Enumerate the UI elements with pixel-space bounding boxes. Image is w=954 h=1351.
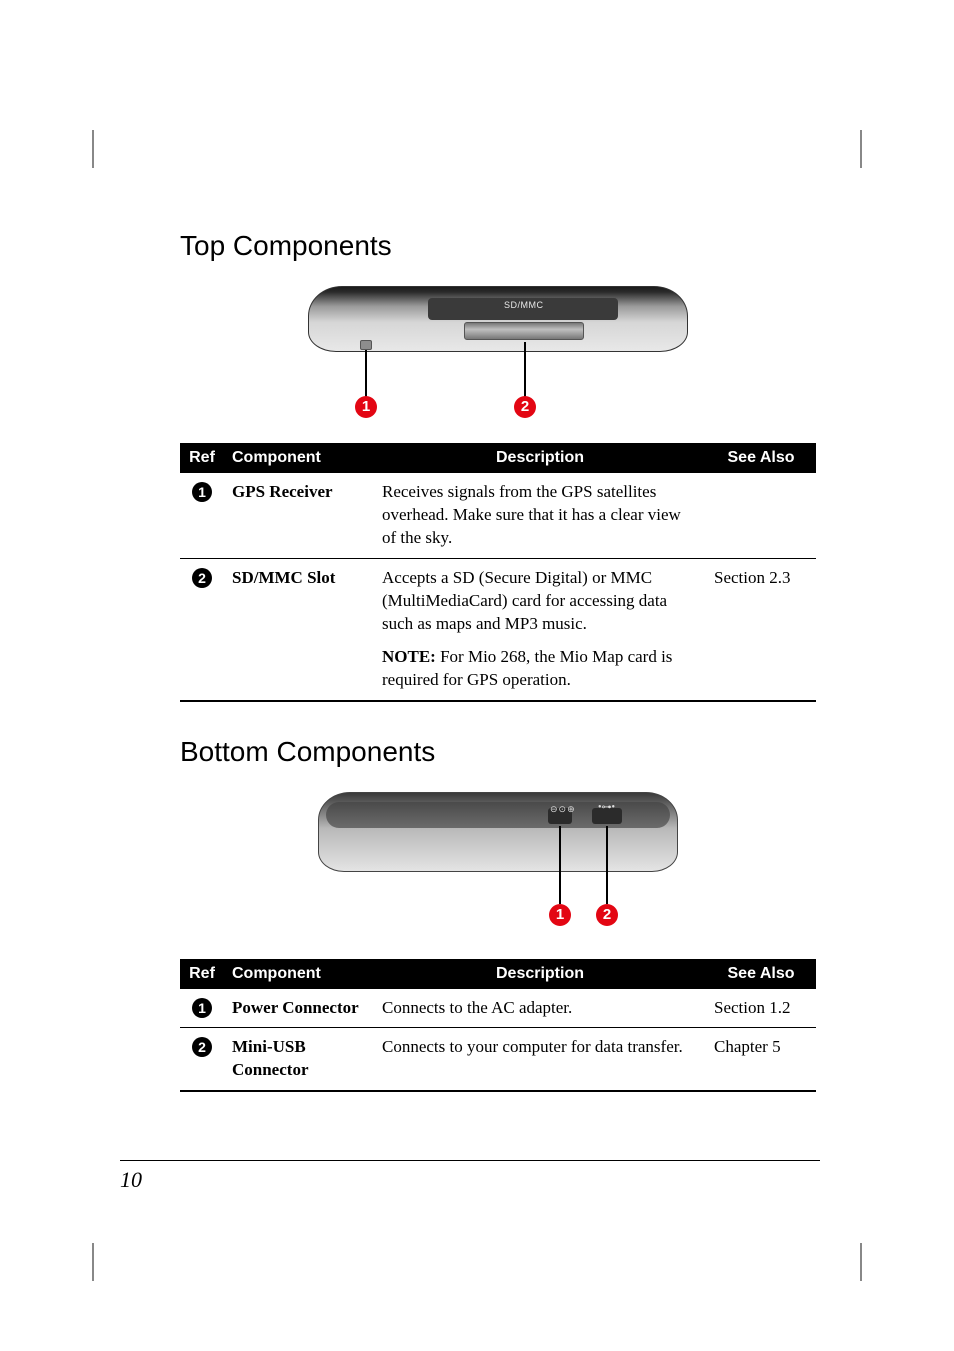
callout-badge-2: 2 — [514, 396, 536, 418]
th-ref: Ref — [180, 959, 224, 989]
callout-line — [365, 350, 367, 398]
table-row: 2 SD/MMC Slot Accepts a SD (Secure Digit… — [180, 558, 816, 700]
callout-line — [606, 826, 608, 904]
crop-mark — [92, 130, 94, 168]
section-title-bottom: Bottom Components — [180, 736, 816, 768]
row-component: Power Connector — [224, 989, 374, 1028]
usb-port-icon: •⊶• — [598, 802, 615, 813]
row-ref-badge: 2 — [192, 568, 212, 588]
row-ref-badge: 1 — [192, 482, 212, 502]
th-component: Component — [224, 959, 374, 989]
callout-line — [559, 826, 561, 904]
page-footer: 10 — [120, 1160, 820, 1193]
callout-badge-1: 1 — [549, 904, 571, 926]
row-description: Accepts a SD (Secure Digital) or MMC (Mu… — [374, 558, 706, 700]
gps-nub-graphic — [360, 340, 372, 350]
sd-mmc-label: SD/MMC — [504, 300, 544, 310]
table-row: 2 Mini-USB Connector Connects to your co… — [180, 1028, 816, 1091]
page-number: 10 — [120, 1167, 142, 1192]
th-description: Description — [374, 959, 706, 989]
row-description: Connects to your computer for data trans… — [374, 1028, 706, 1091]
row-see-also — [706, 473, 816, 558]
th-ref: Ref — [180, 443, 224, 473]
row-ref-badge: 2 — [192, 1037, 212, 1057]
bottom-device-figure: ⊖⊙⊕ •⊶• 1 2 — [180, 786, 816, 941]
th-component: Component — [224, 443, 374, 473]
row-desc-note: NOTE: For Mio 268, the Mio Map card is r… — [382, 646, 698, 692]
th-description: Description — [374, 443, 706, 473]
callout-badge-2: 2 — [596, 904, 618, 926]
top-components-table: Ref Component Description See Also 1 GPS… — [180, 443, 816, 702]
power-port-dots: ⊖⊙⊕ — [550, 804, 576, 815]
crop-mark — [860, 1243, 862, 1281]
table-row: 1 GPS Receiver Receives signals from the… — [180, 473, 816, 558]
row-description: Receives signals from the GPS satellites… — [374, 473, 706, 558]
th-see-also: See Also — [706, 959, 816, 989]
crop-mark — [860, 130, 862, 168]
row-component: Mini-USB Connector — [224, 1028, 374, 1091]
row-see-also: Section 1.2 — [706, 989, 816, 1028]
th-see-also: See Also — [706, 443, 816, 473]
row-ref-badge: 1 — [192, 998, 212, 1018]
sd-mmc-slot-graphic — [464, 322, 584, 340]
row-component: GPS Receiver — [224, 473, 374, 558]
row-component: SD/MMC Slot — [224, 558, 374, 700]
row-see-also: Chapter 5 — [706, 1028, 816, 1091]
callout-badge-1: 1 — [355, 396, 377, 418]
note-label: NOTE: — [382, 647, 436, 666]
callout-line — [524, 342, 526, 398]
crop-mark — [92, 1243, 94, 1281]
table-row: 1 Power Connector Connects to the AC ada… — [180, 989, 816, 1028]
top-device-figure: SD/MMC 1 2 — [180, 280, 816, 425]
row-description: Connects to the AC adapter. — [374, 989, 706, 1028]
bottom-components-table: Ref Component Description See Also 1 Pow… — [180, 959, 816, 1093]
page-content: Top Components SD/MMC 1 2 Ref Component … — [180, 230, 816, 1092]
row-see-also: Section 2.3 — [706, 558, 816, 700]
section-title-top: Top Components — [180, 230, 816, 262]
row-desc-p1: Accepts a SD (Secure Digital) or MMC (Mu… — [382, 567, 698, 636]
